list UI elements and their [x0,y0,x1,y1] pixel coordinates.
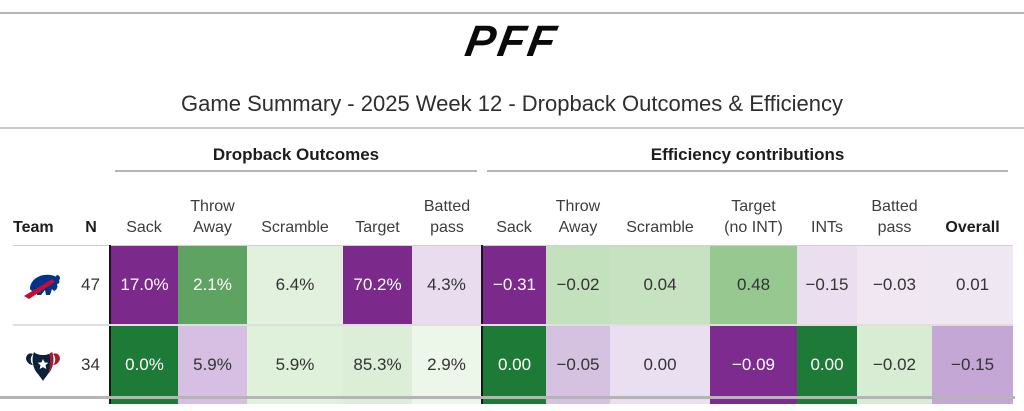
col-header-dropback-sack: Sack [110,172,178,246]
group-label-efficiency: Efficiency contributions [487,145,1009,172]
group-header-efficiency-contributions: Efficiency contributions [482,140,1013,172]
col-header-dropback-scramble: Scramble [247,172,343,246]
cell-texans-eff-batted-pass: −0.02 [857,324,933,404]
group-header-spacer [13,140,110,172]
n-value-texans: 34 [81,354,100,374]
cell-bills-eff-ints: −0.15 [797,245,858,326]
dropback-outcomes-table: Dropback Outcomes Efficiency contributio… [13,140,1014,404]
cell-bills-eff-overall: 0.01 [932,245,1014,326]
cell-bills-eff-throw-away: −0.02 [546,245,611,326]
cell-bills-dropback-sack: 17.0% [109,245,178,326]
group-header-dropback-outcomes: Dropback Outcomes [110,140,482,172]
col-header-n: N [72,172,110,246]
team-logo-cell-texans [13,325,72,404]
group-label-dropback: Dropback Outcomes [115,145,478,172]
table-row-bills: 47 17.0% 2.1% 6.4% 70.2% 4.3% −0.31 −0.0… [13,245,1014,326]
col-header-dropback-throw-away: Throw Away [178,172,247,246]
bottom-divider [0,396,1015,399]
cell-texans-dropback-sack: 0.0% [109,324,178,404]
col-header-dropback-batted-pass: Batted pass [412,172,483,246]
bills-logo-icon [23,272,60,299]
cell-bills-eff-target-no-int: 0.48 [710,245,798,326]
cell-bills-dropback-batted-pass: 4.3% [412,245,483,326]
team-logo-cell-bills [13,245,72,326]
cell-bills-dropback-target: 70.2% [343,245,412,326]
cell-texans-dropback-batted-pass: 2.9% [412,324,483,404]
col-header-eff-throw-away: Throw Away [546,172,611,246]
col-header-eff-batted-pass: Batted pass [857,172,933,246]
cell-texans-eff-ints: 0.00 [797,324,858,404]
top-divider [0,12,1024,14]
cell-texans-dropback-target: 85.3% [343,324,412,404]
cell-bills-eff-sack: −0.31 [481,245,547,326]
title-divider [0,127,1024,129]
col-header-eff-scramble: Scramble [610,172,711,246]
col-header-eff-ints: INTs [797,172,858,246]
cell-texans-dropback-throw-away: 5.9% [178,324,247,404]
cell-bills-eff-scramble: 0.04 [610,245,711,326]
cell-bills-eff-batted-pass: −0.03 [857,245,933,326]
cell-texans-eff-scramble: 0.00 [610,324,711,404]
page-title: Game Summary - 2025 Week 12 - Dropback O… [181,91,843,116]
column-header-row: Team N Sack Throw Away Scramble Target B… [13,172,1014,246]
col-header-eff-target-no-int: Target (no INT) [710,172,798,246]
col-header-eff-sack: Sack [482,172,547,246]
cell-texans-eff-throw-away: −0.05 [546,324,611,404]
n-value-bills: 47 [72,245,110,326]
cell-texans-eff-target-no-int: −0.09 [710,324,798,404]
col-header-dropback-target: Target [343,172,412,246]
cell-texans-eff-sack: 0.00 [481,324,547,404]
cell-texans-dropback-scramble: 5.9% [247,324,343,404]
pff-logo: PFF [461,17,563,66]
group-header-row: Dropback Outcomes Efficiency contributio… [13,140,1013,172]
col-header-eff-overall: Overall [932,172,1014,246]
cell-texans-eff-overall: −0.15 [932,324,1014,404]
table-row-texans: 34 0.0% 5.9% 5.9% 85.3% 2.9% 0.00 −0.05 … [13,324,1014,404]
texans-logo-icon [25,351,60,381]
col-header-team: Team [13,172,72,246]
cell-bills-dropback-throw-away: 2.1% [178,245,247,326]
cell-bills-dropback-scramble: 6.4% [247,245,343,326]
